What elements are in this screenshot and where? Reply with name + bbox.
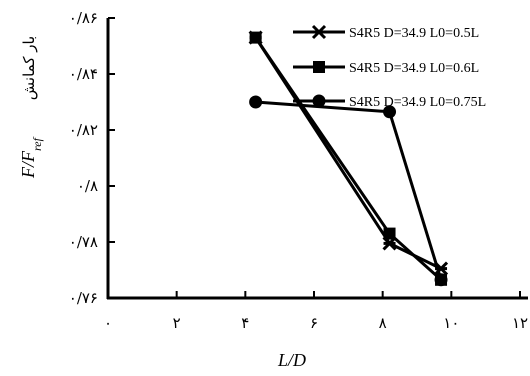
data-point bbox=[311, 24, 327, 40]
series-3 bbox=[249, 95, 448, 287]
y-axis-label: F/Fref bbox=[18, 136, 44, 179]
x-tick-label: ۰ bbox=[104, 314, 112, 332]
data-point bbox=[383, 227, 396, 240]
y-tick-label: ۰/۸۲ bbox=[69, 121, 98, 139]
x-axis-label: L/D bbox=[277, 350, 306, 370]
data-point bbox=[249, 95, 263, 109]
x-tick-label: ۶ bbox=[310, 314, 318, 332]
y-tick-label: ۰/۷۸ bbox=[69, 233, 98, 251]
legend-item: S4R5 D=34.9 L0=0.75L bbox=[293, 94, 486, 110]
data-point bbox=[312, 94, 326, 108]
legend: S4R5 D=34.9 L0=0.5L S4R5 D=34.9 L0=0.6L S4… bbox=[293, 24, 486, 110]
y-axis: ۰/۷۶ ۰/۷۸ ۰/۸ ۰/۸۲ ۰/۸۴ ۰/۸۶ bbox=[69, 9, 115, 307]
x-tick-label: ۱۲ bbox=[512, 314, 528, 332]
y-axis-label-math: F/Fref bbox=[18, 136, 44, 179]
x-tick-label: ۴ bbox=[241, 314, 249, 332]
x-tick-label: ۱۰ bbox=[443, 314, 459, 332]
x-tick-label: ۲ bbox=[173, 314, 181, 332]
legend-label: S4R5 D=34.9 L0=0.6L bbox=[349, 61, 479, 76]
y-tick-label: ۰/۸۶ bbox=[69, 9, 98, 27]
x-tick-label: ۸ bbox=[379, 314, 387, 332]
y-tick-label: ۰/۸۴ bbox=[69, 65, 98, 83]
data-point bbox=[313, 61, 325, 73]
x-axis: ۰ ۲ ۴ ۶ ۸ ۱۰ ۱۲ bbox=[104, 291, 528, 332]
data-point bbox=[434, 273, 448, 287]
series-layer bbox=[248, 30, 449, 287]
data-point bbox=[383, 105, 397, 119]
legend-label: S4R5 D=34.9 L0=0.75L bbox=[349, 95, 486, 110]
y-tick-label: ۰/۸ bbox=[77, 177, 98, 195]
y-axis-label-fa: بار کمانش bbox=[20, 36, 38, 100]
y-axis-label-fa-group: بار کمانش bbox=[20, 36, 38, 100]
data-point bbox=[249, 31, 262, 44]
legend-label: S4R5 D=34.9 L0=0.5L bbox=[349, 26, 479, 41]
y-tick-label: ۰/۷۶ bbox=[69, 289, 98, 307]
legend-item: S4R5 D=34.9 L0=0.5L bbox=[293, 24, 479, 41]
legend-item: S4R5 D=34.9 L0=0.6L bbox=[293, 61, 479, 76]
